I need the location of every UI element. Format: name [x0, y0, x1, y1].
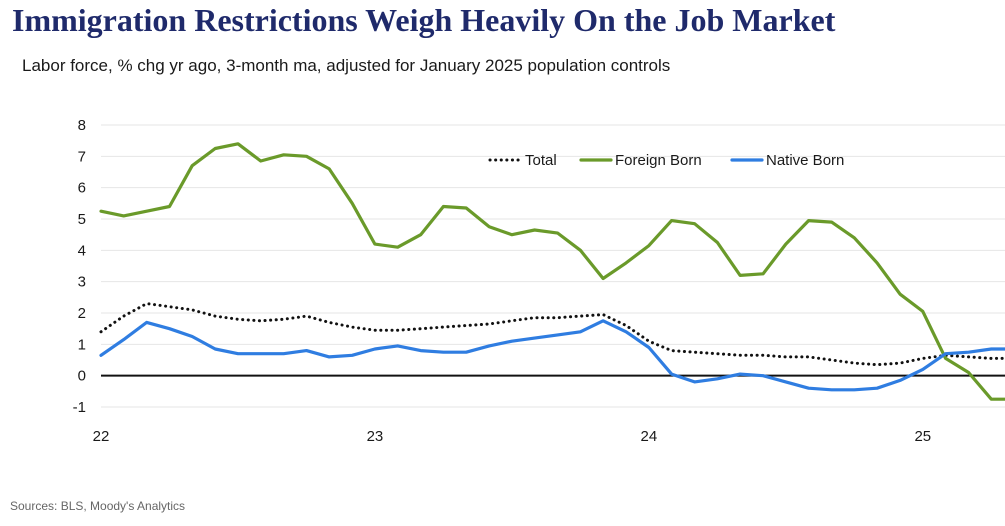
y-tick-label: 4 — [78, 242, 86, 259]
chart-subtitle: Labor force, % chg yr ago, 3-month ma, a… — [22, 56, 671, 75]
legend-label-total: Total — [525, 152, 557, 169]
y-tick-label: 3 — [78, 274, 86, 291]
y-tick-label: 1 — [78, 336, 86, 353]
y-tick-label: 5 — [78, 211, 86, 228]
chart-title: Immigration Restrictions Weigh Heavily O… — [12, 2, 836, 38]
source-note: Sources: BLS, Moody's Analytics — [10, 499, 186, 513]
y-tick-label: 7 — [78, 148, 86, 165]
x-tick-label: 24 — [641, 428, 658, 445]
y-tick-label: -1 — [73, 399, 86, 416]
x-tick-label: 25 — [914, 428, 931, 445]
y-tick-label: 6 — [78, 180, 86, 197]
series-line-foreign-born — [99, 142, 1005, 401]
y-tick-label: 2 — [78, 305, 86, 322]
legend-label-native-born: Native Born — [766, 152, 844, 169]
series-line-total — [99, 302, 1005, 367]
y-tick-label: 0 — [78, 368, 86, 385]
legend-label-foreign-born: Foreign Born — [615, 152, 702, 169]
x-tick-label: 23 — [367, 428, 384, 445]
x-tick-label: 22 — [93, 428, 110, 445]
y-tick-label: 8 — [78, 117, 86, 134]
series-line-native-born — [99, 319, 1005, 392]
